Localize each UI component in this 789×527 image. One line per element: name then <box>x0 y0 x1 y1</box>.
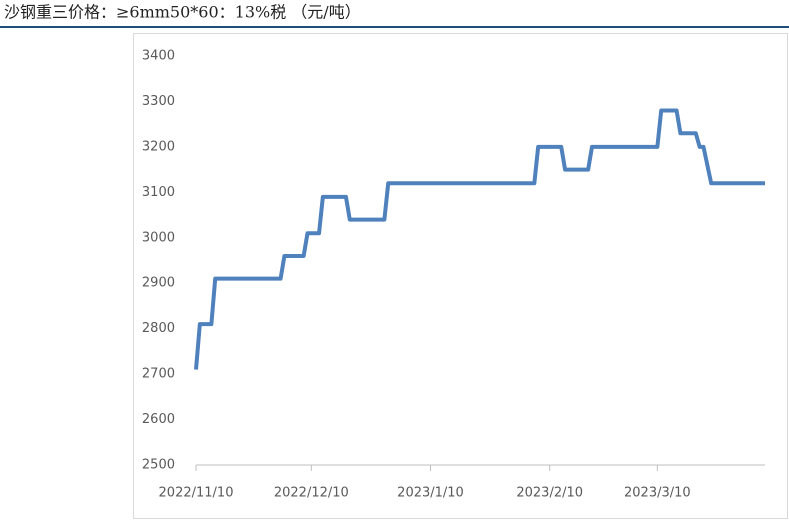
y-tick-label: 2600 <box>142 412 175 427</box>
y-tick-label: 2900 <box>142 276 175 291</box>
plot-frame <box>133 33 788 519</box>
y-tick-label: 3400 <box>142 49 175 64</box>
x-tick-label: 2023/3/10 <box>624 486 691 501</box>
y-tick-label: 2500 <box>142 458 175 473</box>
x-tick-label: 2023/2/10 <box>516 486 583 501</box>
y-tick-label: 2800 <box>142 321 175 336</box>
y-tick-label: 3000 <box>142 230 175 245</box>
chart-title: 沙钢重三价格：≥6mm50*60：13%税 （元/吨） <box>4 3 361 22</box>
y-tick-label: 3100 <box>142 185 175 200</box>
y-tick-label: 3200 <box>142 139 175 154</box>
y-tick-label: 3300 <box>142 94 175 109</box>
x-tick-label: 2022/11/10 <box>159 486 234 501</box>
y-tick-label: 2700 <box>142 367 175 382</box>
line <box>194 108 765 370</box>
x-tick-label: 2022/12/10 <box>274 486 349 501</box>
x-tick-label: 2023/1/10 <box>397 486 464 501</box>
